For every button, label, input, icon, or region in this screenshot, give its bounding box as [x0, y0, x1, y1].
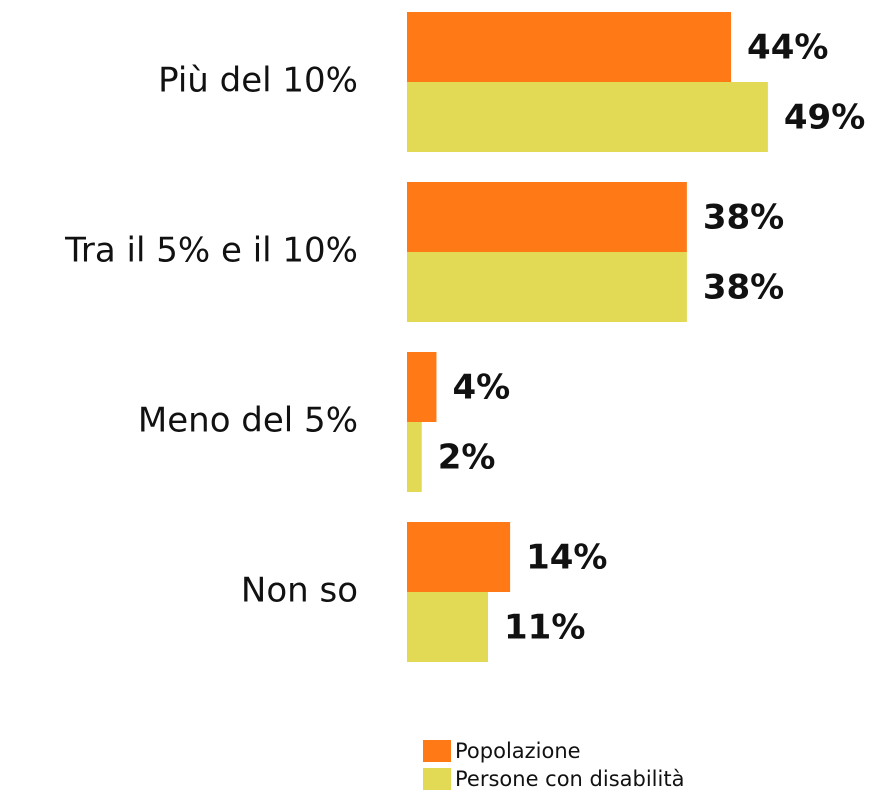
- bar: [407, 182, 687, 252]
- bar: [407, 592, 489, 662]
- value-label: 49%: [784, 98, 865, 138]
- bar: [407, 82, 768, 152]
- bar: [407, 422, 422, 492]
- bar: [407, 352, 437, 422]
- category-label: Meno del 5%: [138, 401, 358, 441]
- value-label: 38%: [703, 268, 784, 308]
- category-label: Tra il 5% e il 10%: [64, 231, 358, 271]
- legend-label: Persone con disabilità: [455, 767, 684, 791]
- value-label: 38%: [703, 198, 784, 238]
- value-label: 14%: [526, 538, 607, 578]
- legend-label: Popolazione: [455, 739, 581, 763]
- value-label: 4%: [452, 368, 510, 408]
- bar: [407, 522, 511, 592]
- value-label: 44%: [747, 28, 828, 68]
- legend-swatch: [423, 768, 451, 790]
- category-label: Non so: [241, 571, 358, 611]
- legend-swatch: [423, 740, 451, 762]
- bar: [407, 252, 687, 322]
- value-label: 2%: [438, 438, 496, 478]
- value-label: 11%: [504, 608, 585, 648]
- bar: [407, 12, 732, 82]
- category-label: Più del 10%: [158, 61, 358, 101]
